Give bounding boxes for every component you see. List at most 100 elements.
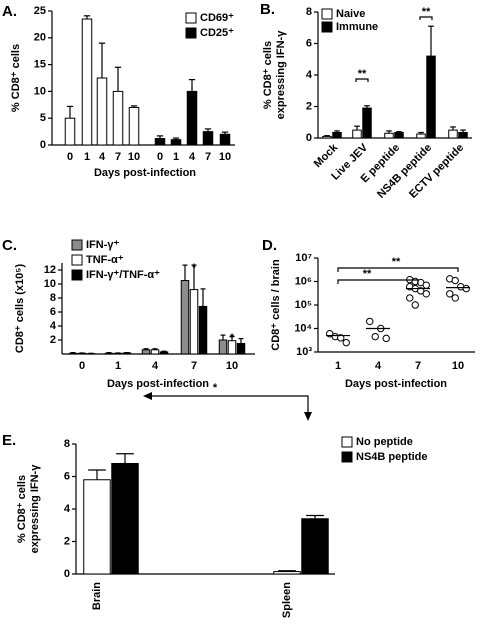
x-tick-label: 1 (173, 151, 179, 163)
point (451, 294, 459, 302)
bar (273, 571, 301, 575)
bar (189, 289, 199, 355)
y-tick-label: 0 (40, 139, 46, 151)
legend-label: No peptide (356, 436, 413, 448)
panel-label: E. (2, 432, 16, 449)
x-tick-label: 10 (219, 151, 231, 163)
y-axis-label: CD8⁺ cells (x10⁵) (14, 264, 26, 354)
y-axis-label: % CD8⁺ cells (16, 475, 28, 543)
significance-label: * (213, 382, 218, 394)
bracket (419, 16, 433, 20)
legend-swatch (185, 12, 197, 24)
significance-label: ** (358, 68, 367, 80)
significance-label: ** (392, 256, 401, 268)
legend-swatch (71, 269, 83, 281)
legend-swatch (71, 254, 83, 266)
point (462, 284, 470, 293)
y-tick-label: 2 (306, 100, 312, 112)
point (342, 338, 350, 347)
bar (458, 131, 468, 139)
bar (159, 351, 169, 355)
arrow-head (143, 392, 152, 400)
bar (112, 90, 124, 146)
bar (198, 305, 208, 355)
y-tick-label: 6 (306, 37, 312, 49)
x-tick-label: Spleen (281, 582, 293, 618)
x-axis-label: Days post-infection (345, 378, 447, 390)
bar (141, 349, 151, 355)
bracket (355, 78, 369, 82)
y-tick-label: 6 (50, 306, 56, 318)
legend-label: Immune (336, 21, 378, 33)
bar (202, 131, 214, 146)
y-axis-label: expressing IFN-γ (29, 464, 41, 554)
bracket (337, 279, 419, 284)
x-tick-label: 7 (205, 151, 211, 163)
bar (394, 131, 404, 139)
legend-swatch (185, 27, 197, 39)
point (371, 332, 379, 341)
y-tick-label: 10³ (296, 346, 312, 358)
bar (64, 117, 76, 146)
legend-label: IFN-γ⁺/TNF-α⁺ (86, 269, 160, 281)
point (406, 294, 414, 302)
bar (128, 106, 140, 146)
bar (332, 131, 342, 139)
y-axis-label: CD8⁺ cells / brain (270, 259, 282, 351)
x-tick-label: 0 (157, 151, 163, 163)
bar (322, 135, 332, 139)
legend-label: TNF-α⁺ (86, 254, 124, 266)
panel-label: D. (262, 237, 277, 254)
y-tick-label: 8 (306, 6, 312, 18)
bar (236, 343, 246, 355)
x-tick-label: 4 (99, 151, 106, 163)
x-tick-label: 1 (335, 360, 341, 372)
y-tick-label: 0 (64, 568, 70, 580)
y-tick-label: 10⁵ (295, 299, 312, 311)
y-tick-label: 5 (40, 112, 46, 124)
bar (104, 352, 114, 355)
panel-label: B. (260, 1, 275, 18)
bar (448, 129, 458, 139)
x-tick-label: Brain (91, 582, 103, 610)
bar (362, 107, 372, 139)
legend-label: NS4B peptide (356, 451, 428, 463)
y-tick-label: 10 (44, 278, 56, 290)
bracket (337, 267, 459, 272)
y-axis-label: % CD8⁺ cells (10, 44, 22, 112)
bar (219, 133, 231, 146)
x-tick-label: 7 (415, 360, 421, 372)
bar (218, 339, 228, 355)
y-tick-label: 4 (50, 320, 57, 332)
y-axis-label: expressing IFN-γ (275, 30, 287, 120)
x-tick-label: 10 (452, 360, 464, 372)
point (422, 290, 430, 298)
bar (170, 139, 182, 146)
y-tick-label: 8 (50, 292, 56, 304)
y-tick-label: 10⁶ (295, 275, 312, 287)
legend-label: CD25⁺ (200, 27, 234, 39)
significance-label: * (230, 332, 235, 344)
bar (186, 90, 198, 146)
legend-label: IFN-γ⁺ (86, 239, 120, 251)
y-tick-label: 2 (64, 535, 70, 547)
x-tick-label: 4 (189, 151, 196, 163)
y-tick-label: 2 (50, 334, 56, 346)
x-tick-label: 4 (375, 360, 382, 372)
x-tick-label: 1 (84, 151, 90, 163)
bar (416, 133, 426, 139)
legend-swatch (321, 8, 333, 20)
bar (426, 55, 436, 139)
y-axis-label: % CD8⁺ cells (262, 41, 274, 109)
point (446, 290, 454, 298)
y-tick-label: 12 (44, 264, 56, 276)
point (422, 281, 430, 289)
point (337, 334, 345, 342)
legend-label: CD69⁺ (200, 12, 234, 24)
legend-label: Naive (336, 8, 365, 20)
bar (352, 129, 362, 139)
bar (111, 463, 139, 575)
legend-swatch (71, 239, 83, 251)
x-tick-label: 1 (115, 360, 121, 372)
y-tick-label: 10⁴ (294, 322, 312, 334)
